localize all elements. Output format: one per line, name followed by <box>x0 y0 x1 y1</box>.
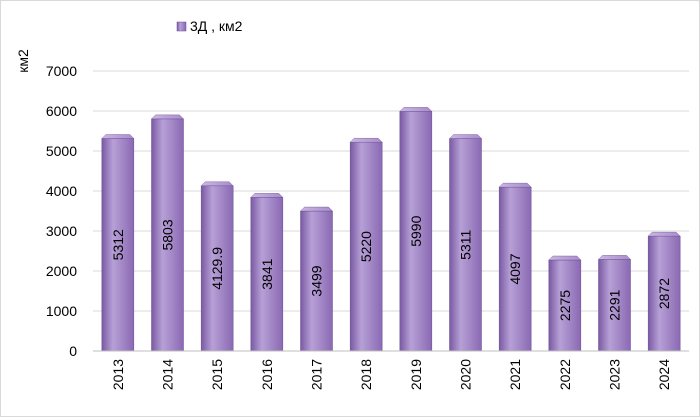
bar-top <box>598 255 631 260</box>
x-tick-label: 2020 <box>458 359 474 390</box>
y-tick-label: 4000 <box>46 183 77 199</box>
bar-top <box>151 114 184 120</box>
y-tick-label: 5000 <box>46 143 77 159</box>
x-tick-label: 2014 <box>160 359 176 390</box>
y-tick-label: 7000 <box>46 63 77 79</box>
y-axis: 0 1000 2000 3000 4000 5000 6000 7000 <box>46 63 77 359</box>
bar <box>200 185 234 352</box>
bar-top <box>349 137 383 143</box>
legend: 3Д , км2 <box>176 18 243 34</box>
y-tick-label: 1000 <box>46 303 77 319</box>
bar-value-label: 2291 <box>607 289 623 320</box>
x-tick-label: 2013 <box>110 359 126 390</box>
y-tick-label: 3000 <box>46 223 77 239</box>
bar <box>300 210 333 352</box>
bar-top <box>399 107 433 112</box>
bar <box>548 259 582 352</box>
x-axis: 2013 2014 2015 2016 2017 2018 2019 2020 2021 2022… <box>93 350 689 390</box>
bar <box>101 138 135 352</box>
y-axis-title: км2 <box>15 49 31 73</box>
bar <box>151 118 184 352</box>
x-tick-label: 2015 <box>209 359 225 390</box>
bar-top <box>101 134 135 139</box>
bar-top <box>300 206 333 212</box>
bar <box>449 138 482 352</box>
bar-top <box>250 193 284 198</box>
bar-value-label: 5990 <box>408 215 424 246</box>
bar-value-label: 2275 <box>557 290 573 321</box>
x-tick-label: 2023 <box>607 359 623 390</box>
bar <box>647 235 681 352</box>
gridlines <box>93 70 689 352</box>
y-tick-label: 2000 <box>46 263 77 279</box>
bar-top <box>449 134 482 139</box>
bar-value-label: 5312 <box>110 229 126 260</box>
bar-top <box>498 182 532 188</box>
bar-top <box>548 255 582 261</box>
x-tick-label: 2021 <box>507 359 523 390</box>
x-tick-label: 2024 <box>656 359 672 390</box>
legend-label: 3Д , км2 <box>190 18 243 34</box>
bar-value-label: 5220 <box>358 231 374 262</box>
bars: 5312 5803 4129.9 3841 3499 5220 5990 5311 4097 22… <box>101 107 681 352</box>
bar-top <box>647 231 681 237</box>
x-tick-label: 2017 <box>309 359 325 390</box>
x-tick-label: 2016 <box>259 359 275 390</box>
bar <box>349 141 383 352</box>
y-tick-label: 6000 <box>46 103 77 119</box>
y-tick-label: 0 <box>69 343 77 359</box>
x-tick-label: 2019 <box>408 359 424 390</box>
bar-top <box>200 181 234 187</box>
bar-value-label: 3841 <box>259 258 275 289</box>
bar-value-label: 5803 <box>160 219 176 250</box>
bar <box>250 197 284 352</box>
x-tick-label: 2022 <box>557 359 573 390</box>
bar-value-label: 5311 <box>458 230 474 260</box>
x-tick-label: 2018 <box>358 359 374 390</box>
bar-value-label: 4097 <box>507 253 523 284</box>
bar-value-label: 4129.9 <box>209 247 225 290</box>
bar <box>598 259 631 352</box>
bar-value-label: 2872 <box>656 278 672 309</box>
legend-swatch <box>176 21 187 32</box>
bar-value-label: 3499 <box>309 265 325 296</box>
